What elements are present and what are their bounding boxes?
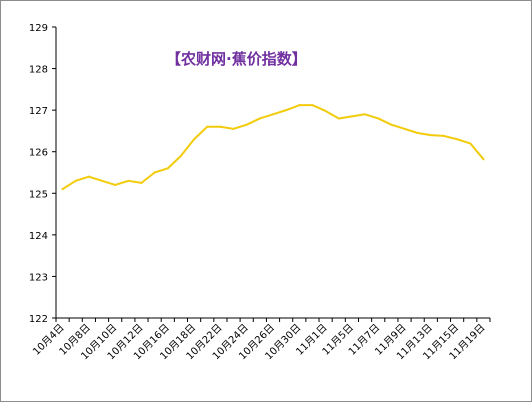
series-line [61,104,485,191]
data-point [390,123,393,126]
data-point [416,132,419,135]
y-tick-label: 124 [29,231,48,242]
data-point [101,179,104,182]
data-point [298,104,301,107]
data-point [364,113,367,116]
data-point [456,138,459,141]
data-point [140,181,143,184]
data-point [219,125,222,128]
data-point [153,171,156,174]
data-point [74,179,77,182]
data-point [166,167,169,170]
data-point [232,127,235,130]
y-tick-label: 128 [29,65,48,76]
data-point [337,117,340,120]
data-point [87,175,90,178]
y-tick-label: 127 [29,106,48,117]
data-point [127,179,130,182]
y-tick-label: 129 [29,23,48,34]
data-point [245,123,248,126]
data-point [193,138,196,141]
data-point [311,104,314,107]
data-point [429,134,432,137]
chart-title: 【农财网·蕉价指数】 [166,50,307,68]
y-tick-label: 125 [29,189,48,200]
data-point [377,117,380,120]
data-point [469,142,472,145]
data-point [206,125,209,128]
data-point [350,115,353,118]
data-point [403,127,406,130]
data-point [61,188,64,191]
data-point [442,134,445,137]
data-point [114,183,117,186]
data-point [285,109,288,112]
data-point [482,158,485,161]
data-point [258,117,261,120]
data-point [324,109,327,112]
data-point [272,113,274,116]
data-point [179,154,182,157]
y-tick-label: 126 [29,148,48,159]
y-tick-label: 122 [29,314,48,325]
y-tick-label: 123 [29,272,48,283]
